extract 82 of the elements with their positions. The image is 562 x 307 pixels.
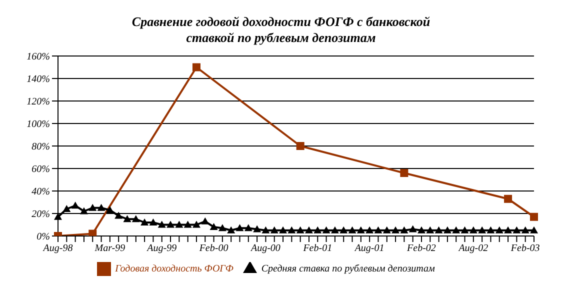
- point: [400, 226, 408, 234]
- point: [296, 142, 304, 150]
- point: [149, 218, 158, 226]
- x-tick-label: Feb-03: [510, 243, 540, 254]
- point: [366, 226, 374, 234]
- point: [382, 226, 391, 234]
- point: [521, 226, 530, 234]
- y-tick-label: 0%: [36, 232, 50, 243]
- point: [132, 215, 140, 222]
- point: [356, 226, 365, 234]
- point: [469, 226, 478, 234]
- point: [106, 206, 114, 214]
- legend-label: Средняя ставка по рублевым депозитам: [261, 263, 435, 274]
- point: [88, 230, 97, 236]
- point: [62, 205, 71, 212]
- point: [530, 226, 538, 234]
- y-tick-label: 40%: [32, 186, 50, 198]
- point: [140, 218, 149, 226]
- point: [322, 226, 330, 234]
- point: [434, 226, 443, 234]
- point: [97, 204, 106, 211]
- point: [114, 212, 123, 219]
- point: [348, 226, 356, 234]
- point: [374, 226, 382, 234]
- point: [227, 226, 236, 234]
- x-tick-label: Aug-98: [42, 243, 73, 254]
- y-tick-label: 20%: [32, 209, 50, 220]
- x-tick-label: Aug-99: [146, 243, 177, 254]
- point: [210, 223, 218, 230]
- point: [460, 226, 469, 234]
- point: [192, 63, 200, 72]
- point: [88, 204, 97, 211]
- legend-label: Годовая доходность ФОГФ: [115, 263, 234, 274]
- point: [218, 224, 226, 232]
- point: [530, 212, 538, 221]
- point: [296, 226, 304, 234]
- point: [175, 220, 184, 228]
- y-tick-label: 80%: [32, 142, 50, 153]
- point: [158, 220, 166, 228]
- point: [330, 226, 339, 234]
- x-tick-label: Feb-02: [406, 243, 436, 254]
- x-tick-label: Aug-00: [250, 243, 280, 254]
- point: [486, 226, 495, 234]
- point: [314, 226, 322, 234]
- point: [504, 226, 512, 234]
- point: [400, 169, 408, 177]
- x-tick-label: Aug-01: [354, 243, 384, 254]
- point: [495, 226, 504, 234]
- x-tick-label: Feb-00: [198, 243, 228, 254]
- point: [426, 226, 434, 234]
- point: [288, 226, 296, 234]
- point: [443, 226, 452, 234]
- point: [392, 226, 400, 234]
- y-tick-label: 60%: [32, 164, 50, 176]
- point: [452, 226, 460, 234]
- x-tick-label: Aug-02: [458, 243, 488, 254]
- point: [71, 202, 80, 209]
- point: [80, 207, 88, 214]
- point: [512, 226, 521, 234]
- y-tick-label: 140%: [26, 74, 50, 86]
- point: [236, 224, 244, 232]
- point: [184, 220, 192, 228]
- y-tick-label: 120%: [26, 96, 50, 108]
- point: [408, 225, 417, 232]
- point: [192, 220, 200, 228]
- point: [166, 220, 175, 228]
- point: [123, 215, 132, 222]
- point: [304, 226, 313, 234]
- x-tick-label: Feb-01: [302, 243, 332, 254]
- point: [262, 226, 270, 234]
- point: [279, 226, 288, 234]
- y-tick-label: 100%: [26, 119, 50, 130]
- point: [504, 194, 512, 203]
- point: [417, 226, 426, 234]
- point: [244, 224, 252, 232]
- chart-title: Сравнение годовой доходности ФОГФ с банковской ставкой по рублевым депозитам: [130, 13, 432, 46]
- point: [340, 226, 348, 234]
- point: [478, 226, 486, 234]
- point: [253, 225, 262, 232]
- point: [270, 226, 278, 234]
- y-tick-label: 160%: [26, 52, 50, 63]
- x-tick-label: Mar-99: [94, 243, 126, 254]
